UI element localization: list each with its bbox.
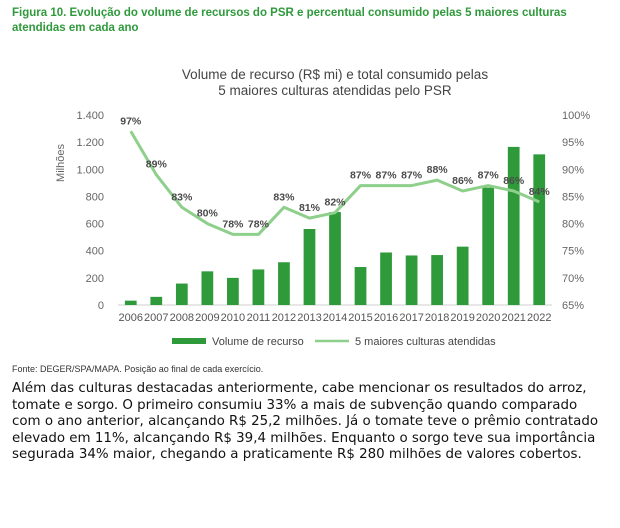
- x-tick-label: 2013: [297, 312, 321, 324]
- left-tick-label: 200: [86, 273, 104, 285]
- left-axis-label: Milhões: [55, 144, 67, 182]
- right-tick-label: 80%: [562, 219, 584, 231]
- left-tick-label: 800: [86, 191, 104, 203]
- bar: [329, 212, 341, 305]
- bars: [124, 146, 546, 305]
- right-tick-label: 85%: [562, 191, 584, 203]
- bar: [278, 262, 290, 305]
- right-tick-label: 65%: [562, 300, 584, 312]
- figure-caption: Figura 10. Evolução do volume de recurso…: [12, 7, 567, 34]
- x-tick-label: 2019: [450, 312, 474, 324]
- x-tick-label: 2016: [374, 312, 398, 324]
- bar: [201, 271, 214, 305]
- bar: [456, 246, 469, 305]
- left-tick-label: 400: [86, 246, 104, 258]
- x-tick-label: 2009: [195, 312, 219, 324]
- x-tick-label: 2010: [221, 312, 245, 324]
- bar: [380, 252, 392, 305]
- bar: [354, 267, 367, 305]
- data-label: 84%: [529, 186, 551, 198]
- series-line: [129, 130, 540, 236]
- right-tick-label: 100%: [562, 110, 590, 122]
- bar: [482, 187, 495, 305]
- data-label: 86%: [503, 175, 525, 187]
- data-label: 89%: [146, 159, 168, 171]
- x-tick-label: 2006: [119, 312, 143, 324]
- body-paragraph: Além das culturas destacadas anteriormen…: [12, 381, 599, 463]
- data-label: 87%: [376, 170, 398, 182]
- data-label: 78%: [222, 218, 244, 230]
- right-tick-label: 95%: [562, 137, 584, 149]
- right-tick-label: 70%: [562, 273, 584, 285]
- line-series: [129, 130, 540, 236]
- x-tick-label: 2017: [399, 312, 423, 324]
- data-label: 87%: [350, 170, 372, 182]
- data-label: 81%: [299, 202, 321, 214]
- x-tick-label: 2022: [527, 312, 551, 324]
- x-tick-label: 2007: [144, 312, 168, 324]
- bar: [405, 255, 418, 305]
- data-label: 83%: [273, 191, 295, 203]
- data-label: 97%: [120, 115, 142, 127]
- data-label: 88%: [427, 164, 449, 176]
- bar: [252, 269, 265, 305]
- data-label: 83%: [171, 191, 193, 203]
- x-tick-label: 2021: [501, 312, 525, 324]
- right-tick-label: 75%: [562, 246, 584, 258]
- legend-bar-swatch: [172, 338, 206, 344]
- x-tick-label: 2012: [272, 312, 296, 324]
- bar: [227, 277, 239, 305]
- bar: [150, 296, 163, 305]
- data-label: 78%: [248, 218, 270, 230]
- data-labels: 97%89%83%80%78% 78%83%81% 82%87% 87% 87% 88%8…: [120, 115, 550, 230]
- data-label: 87%: [478, 170, 500, 182]
- legend-line-label: 5 maiores culturas atendidas: [355, 336, 496, 348]
- bar: [124, 300, 137, 305]
- chart-title-line-1: Volume de recurso (R$ mi) e total consum…: [182, 67, 488, 82]
- data-label: 87%: [401, 170, 423, 182]
- chart-title-line-2: 5 maiores culturas atendidas pelo PSR: [218, 83, 452, 98]
- x-tick-label: 2018: [425, 312, 449, 324]
- left-tick-label: 600: [86, 219, 104, 231]
- chart: Volume de recurso (R$ mi) e total consum…: [55, 67, 590, 348]
- x-tick-label: 2014: [323, 312, 347, 324]
- data-label: 86%: [452, 175, 474, 187]
- left-tick-label: 1.000: [76, 164, 104, 176]
- axes: 0 200 400 600 800 1.000 1.200 1.400 65% 70% 75% 80%…: [76, 110, 590, 324]
- data-label: 82%: [324, 197, 346, 209]
- x-tick-label: 2015: [348, 312, 372, 324]
- right-tick-label: 90%: [562, 164, 584, 176]
- left-tick-label: 1.400: [76, 110, 104, 122]
- bar: [175, 283, 188, 305]
- legend-bar-label: Volume de recurso: [212, 336, 304, 348]
- left-tick-label: 1.200: [76, 137, 104, 149]
- x-tick-label: 2011: [247, 312, 271, 324]
- x-tick-label: 2020: [476, 312, 500, 324]
- bar: [431, 255, 443, 305]
- bar: [507, 146, 520, 305]
- x-tick-label: 2008: [170, 312, 194, 324]
- bar: [533, 154, 546, 305]
- legend: Volume de recurso 5 maiores culturas ate…: [172, 336, 496, 348]
- source-note: Fonte: DEGER/SPA/MAPA. Posição ao final …: [12, 364, 264, 374]
- bar: [303, 229, 316, 305]
- data-label: 80%: [197, 208, 219, 220]
- left-tick-label: 0: [98, 300, 104, 312]
